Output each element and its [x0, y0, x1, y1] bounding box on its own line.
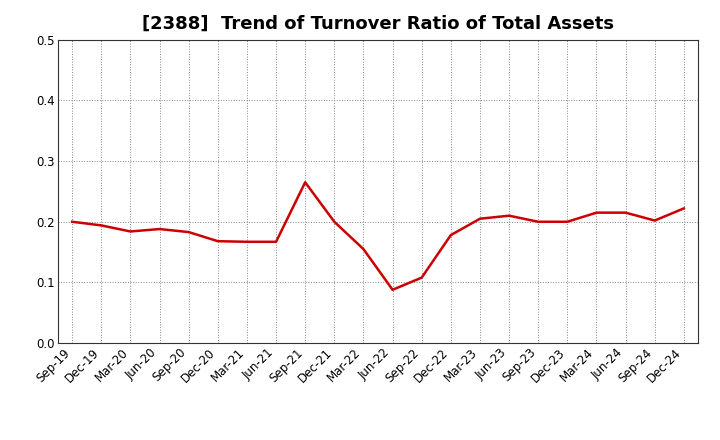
- Title: [2388]  Trend of Turnover Ratio of Total Assets: [2388] Trend of Turnover Ratio of Total …: [142, 15, 614, 33]
